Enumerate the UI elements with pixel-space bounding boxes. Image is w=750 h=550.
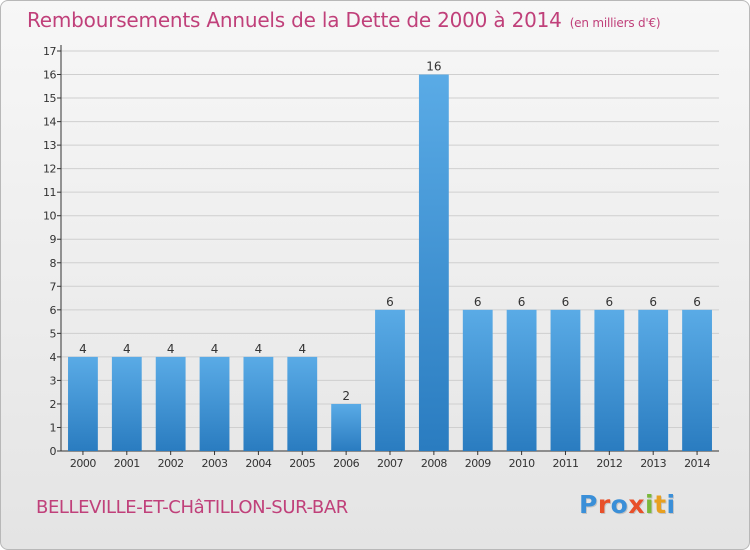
y-tick-label: 8 — [50, 257, 57, 270]
x-tick-label: 2012 — [596, 457, 622, 470]
logo-letter: i — [666, 490, 676, 519]
y-tick-label: 7 — [50, 280, 57, 293]
bar-2007 — [375, 309, 405, 451]
x-tick-label: 2001 — [114, 457, 140, 470]
y-tick-label: 0 — [50, 445, 57, 458]
data-label-2012: 6 — [606, 295, 614, 309]
y-tick-label: 3 — [50, 374, 57, 387]
data-label-2011: 6 — [562, 295, 570, 309]
bar-2009 — [462, 309, 493, 451]
x-tick-label: 2005 — [289, 457, 315, 470]
x-tick-label: 2011 — [552, 457, 578, 470]
logo-letter: o — [610, 490, 629, 519]
unit-note: (en milliers d'€) — [569, 16, 661, 30]
proxiti-logo: Proxiti — [579, 490, 676, 519]
data-label-2013: 6 — [649, 295, 657, 309]
y-tick-label: 2 — [50, 398, 57, 411]
bar-2005 — [287, 356, 318, 451]
x-tick-label: 2003 — [202, 457, 228, 470]
x-tick-label: 2002 — [158, 457, 184, 470]
y-tick-label: 4 — [50, 351, 57, 364]
y-tick-label: 9 — [50, 233, 57, 246]
y-tick-label: 11 — [43, 186, 56, 199]
logo-letter: r — [597, 490, 611, 519]
data-label-2010: 6 — [518, 295, 526, 309]
bar-2003 — [199, 356, 230, 451]
x-tick-label: 2013 — [640, 457, 666, 470]
y-tick-label: 16 — [43, 69, 56, 82]
y-tick-label: 12 — [43, 163, 56, 176]
x-tick-label: 2014 — [684, 457, 710, 470]
logo-letter: x — [628, 490, 645, 519]
y-tick-label: 10 — [43, 210, 56, 223]
data-label-2006: 2 — [342, 389, 350, 403]
x-tick-label: 2010 — [509, 457, 535, 470]
logo-letter: t — [654, 490, 667, 519]
y-tick-label: 17 — [43, 45, 56, 58]
bar-2010 — [506, 309, 537, 451]
data-label-2008: 16 — [426, 60, 441, 74]
data-label-2014: 6 — [693, 295, 701, 309]
y-tick-label: 13 — [43, 139, 56, 152]
bar-2001 — [111, 356, 142, 451]
data-label-2009: 6 — [474, 295, 482, 309]
logo-letter: P — [579, 490, 598, 519]
bar-2002 — [155, 356, 186, 451]
x-tick-label: 2004 — [245, 457, 271, 470]
chart-title: Remboursements Annuels de la Dette de 20… — [27, 8, 661, 32]
bar-2006 — [331, 403, 362, 451]
y-tick-label: 5 — [50, 327, 57, 340]
data-label-2004: 4 — [255, 342, 263, 356]
x-tick-label: 2009 — [465, 457, 491, 470]
y-tick-label: 15 — [43, 92, 56, 105]
chart-title-text: Remboursements Annuels de la Dette de 20… — [27, 8, 562, 32]
data-label-2000: 4 — [79, 342, 87, 356]
x-tick-label: 2006 — [333, 457, 359, 470]
data-label-2007: 6 — [386, 295, 394, 309]
bar-2014 — [682, 309, 712, 451]
x-tick-label: 2007 — [377, 457, 403, 470]
bar-2011 — [550, 309, 581, 451]
bar-2012 — [594, 309, 625, 451]
data-label-2001: 4 — [123, 342, 131, 356]
bar-2004 — [243, 356, 274, 451]
bar-2013 — [638, 309, 669, 451]
x-tick-label: 2000 — [70, 457, 96, 470]
bar-2000 — [68, 356, 98, 451]
y-tick-label: 1 — [50, 421, 57, 434]
y-tick-label: 14 — [43, 116, 56, 129]
data-label-2003: 4 — [211, 342, 219, 356]
data-label-2005: 4 — [298, 342, 306, 356]
y-tick-label: 6 — [50, 304, 57, 317]
data-label-2002: 4 — [167, 342, 175, 356]
bar-2008 — [418, 74, 449, 451]
x-tick-label: 2008 — [421, 457, 447, 470]
logo-letter: i — [645, 490, 655, 519]
commune-name: BELLEVILLE-ET-CHâTILLON-SUR-BAR — [36, 497, 348, 518]
